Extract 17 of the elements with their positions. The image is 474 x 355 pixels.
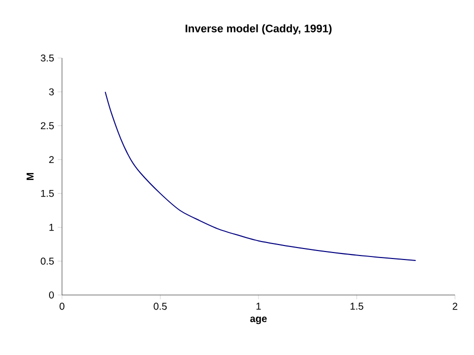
y-tick-label: 3.5: [40, 54, 54, 62]
y-tick-label: 0: [49, 291, 54, 299]
line-series: [104, 91, 416, 261]
y-tick-label: 2: [49, 156, 54, 164]
x-tick-label: 2: [452, 302, 458, 310]
y-tick-label: 0.5: [40, 258, 54, 265]
y-tick-label: 1: [49, 224, 54, 231]
x-tick-label: 0.5: [154, 302, 167, 310]
y-tick-label: 3: [49, 88, 54, 96]
y-tick-label: 2.5: [40, 122, 54, 130]
x-tick-label: 1.5: [350, 302, 364, 310]
x-tick-label: 1: [256, 302, 261, 310]
y-axis-title: M: [26, 173, 34, 180]
x-axis-title: age: [250, 316, 267, 324]
y-tick-label: 1.5: [41, 190, 54, 197]
x-tick-label: 0: [60, 302, 64, 310]
chart-title: Inverse model (Caddy, 1991): [186, 24, 332, 34]
